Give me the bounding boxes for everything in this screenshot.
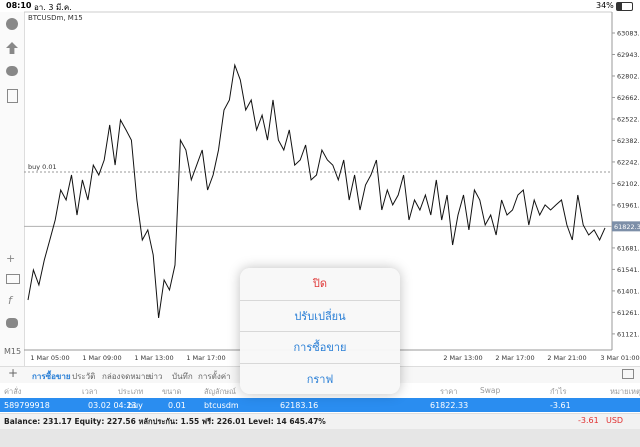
column-header: ราคา (440, 387, 458, 396)
account-profit: -3.61 (578, 416, 599, 425)
status-time: 08:10 (6, 1, 32, 10)
menu-item[interactable]: ปรับเปลี่ยน (240, 299, 400, 332)
menu-item[interactable]: ปิด (312, 277, 328, 290)
x-tick-label: 1 Mar 13:00 (134, 354, 173, 362)
timeframe[interactable]: M15 (4, 347, 22, 356)
function-icon[interactable]: f (8, 294, 12, 307)
cell: 61822.33 (430, 401, 469, 410)
account-currency: USD (606, 416, 624, 425)
chat-icon[interactable] (6, 66, 18, 76)
add-button[interactable]: + (8, 366, 19, 380)
cell: buy (128, 401, 143, 410)
indicator-icon[interactable] (6, 274, 20, 284)
context-menu: ปิดปรับเปลี่ยน การซื้อขาย กราฟ (240, 268, 400, 394)
tab[interactable]: การซื้อขาย (32, 372, 71, 381)
tab[interactable]: ประวัติ (72, 372, 96, 381)
x-tick-label: 1 Mar 17:00 (186, 354, 225, 362)
x-tick-label: 1 Mar 05:00 (30, 354, 69, 362)
y-tick-label: 62242.25 (617, 158, 640, 166)
x-tick-label: 3 Mar 01:00 (600, 354, 639, 362)
left-toolbar: + f M15 (0, 12, 25, 366)
battery-level (617, 3, 622, 10)
y-tick-label: 62802.85 (617, 72, 640, 80)
bid-box (612, 221, 640, 232)
column-header: ค่าสั่ง (4, 387, 22, 396)
new-order-icon[interactable] (7, 89, 18, 103)
tab[interactable]: บันทึก (172, 372, 193, 381)
menu-item[interactable]: กราฟ (240, 362, 400, 395)
cell: -3.61 (550, 401, 571, 410)
chart-symbol: BTCUSDm, M15 (28, 14, 83, 22)
bottom-bar (0, 429, 640, 447)
tab[interactable]: กล่องจดหมาย (102, 372, 151, 381)
y-tick-label: 61541.50 (617, 266, 640, 274)
column-header: Swap (480, 386, 501, 395)
status-date: อา. 3 มี.ค. (34, 3, 72, 12)
layout-icon[interactable] (622, 369, 634, 379)
y-tick-label: 61681.65 (617, 244, 640, 252)
account-bar (0, 413, 640, 429)
selected-row[interactable] (0, 398, 640, 412)
column-header: ขนาด (162, 387, 182, 396)
y-tick-label: 61401.35 (617, 287, 640, 295)
battery-icon (616, 2, 633, 11)
column-header: สัญลักษณ์ (204, 387, 237, 396)
y-tick-label: 62102.10 (617, 180, 640, 188)
x-tick-label: 2 Mar 17:00 (495, 354, 534, 362)
cell: btcusdm (204, 401, 239, 410)
tab[interactable]: ข่าว (148, 372, 163, 381)
objects-icon[interactable] (6, 318, 18, 328)
y-tick-label: 61261.20 (617, 309, 640, 317)
column-header: เวลา (82, 387, 98, 396)
tab[interactable]: การตั้งค่า (198, 372, 231, 381)
x-tick-label: 2 Mar 13:00 (443, 354, 482, 362)
column-header: กำไร (550, 387, 567, 396)
y-tick-label: 62662.70 (617, 94, 640, 102)
column-header: ประเภท (118, 387, 144, 396)
crosshair-icon[interactable]: + (6, 252, 16, 265)
cell: 0.01 (168, 401, 186, 410)
bid-label: 61822.33 (614, 223, 640, 231)
y-tick-label: 61961.95 (617, 201, 640, 209)
x-tick-label: 1 Mar 09:00 (82, 354, 121, 362)
x-tick-label: 2 Mar 21:00 (547, 354, 586, 362)
chart: BTCUSDm, M15 63083.15 62943.00 62802.85 626… (24, 11, 640, 362)
account-summary: Balance: 231.17 Equity: 227.56 หลักประกั… (4, 417, 326, 426)
y-tick-label: 62943.00 (617, 51, 640, 59)
y-tick-label: 61121.05 (617, 330, 640, 338)
cell: 62183.16 (280, 401, 319, 410)
price-line (27, 63, 606, 318)
battery-text: 34% (596, 1, 614, 10)
account-icon[interactable] (6, 18, 18, 30)
cell: 03.02 04:23 (88, 401, 137, 410)
cell: 589799918 (4, 401, 50, 410)
menu-item[interactable]: การซื้อขาย (240, 331, 400, 363)
y-tick-label: 62382.40 (617, 137, 640, 145)
y-tick-label: 63083.15 (617, 29, 640, 37)
y-tick-label: 62522.55 (617, 115, 640, 123)
order-label: buy 0.01 (28, 163, 57, 171)
column-header: หมายเหตุ (610, 387, 640, 396)
